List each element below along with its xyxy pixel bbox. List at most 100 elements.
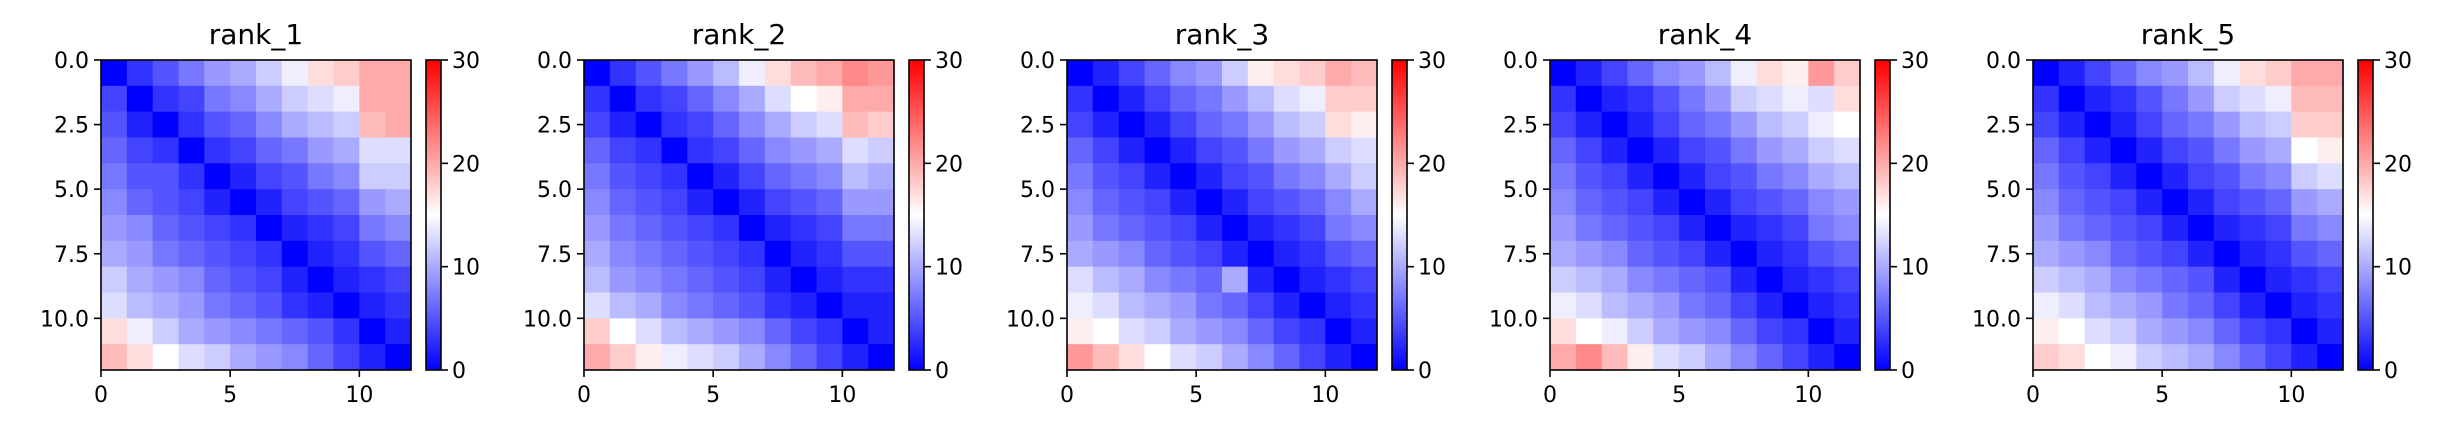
heatmap-cell xyxy=(1575,137,1603,164)
heatmap-cell xyxy=(790,344,818,371)
heatmap-cell xyxy=(2213,266,2241,294)
heatmap-cell xyxy=(713,215,740,242)
heatmap-cell xyxy=(152,111,180,139)
heatmap-cell xyxy=(842,215,869,242)
heatmap-cell xyxy=(178,240,205,268)
heatmap-cell xyxy=(1067,318,1094,345)
heatmap-cell xyxy=(2162,85,2189,113)
heatmap-cell xyxy=(1273,137,1301,164)
x-tick-label: 0 xyxy=(2026,383,2040,408)
heatmap-cell xyxy=(359,163,386,190)
heatmap-cell xyxy=(868,163,895,190)
x-tick-label: 0 xyxy=(1060,383,1074,408)
heatmap-cell xyxy=(1679,215,1706,242)
heatmap-cell xyxy=(307,60,335,87)
heatmap-cell xyxy=(2084,215,2112,242)
heatmap-cell xyxy=(1601,344,1629,371)
heatmap-cell xyxy=(1834,163,1861,190)
heatmap-cell xyxy=(2291,266,2318,294)
x-tick-label: 0 xyxy=(577,383,591,408)
heatmap-cell xyxy=(2213,344,2241,371)
heatmap-cell xyxy=(230,318,257,345)
heatmap-cell xyxy=(2291,240,2318,268)
colorbar: 0 10 20 30 xyxy=(2357,49,2412,384)
heatmap-cell xyxy=(713,163,740,190)
heatmap-cell xyxy=(1730,266,1758,294)
heatmap-cell xyxy=(1808,240,1835,268)
plot-frame xyxy=(583,59,895,371)
heatmap-cell xyxy=(281,137,309,164)
y-tick-label: 5.0 xyxy=(1986,178,2021,203)
heatmap-cell xyxy=(204,111,231,139)
heatmap-cell xyxy=(1067,60,1094,87)
heatmap-cell xyxy=(687,60,714,87)
y-tick-label: 2.5 xyxy=(1020,114,1055,139)
heatmap-cell xyxy=(1627,266,1654,294)
heatmap-cell xyxy=(1730,344,1758,371)
heatmap-cell xyxy=(816,215,843,242)
heatmap-cell xyxy=(204,292,231,319)
heatmap-cell xyxy=(1144,85,1171,113)
heatmap-cell xyxy=(1273,240,1301,268)
heatmap-cell xyxy=(584,215,611,242)
heatmap-cell xyxy=(635,85,663,113)
heatmap-cell xyxy=(1325,215,1352,242)
heatmap-cell xyxy=(178,292,205,319)
heatmap-cell xyxy=(868,292,895,319)
plot-frame xyxy=(2032,59,2344,371)
heatmap-cell xyxy=(1730,163,1758,190)
heatmap-panel-2: rank_2 0 5 10 0.0 2.5 5.0 7.5 10.0 0 10 20 30 xyxy=(523,18,963,408)
heatmap-cell xyxy=(1092,189,1120,216)
y-tick-label: 5.0 xyxy=(54,178,89,203)
heatmap-cell xyxy=(2188,189,2215,216)
heatmap-cell xyxy=(204,137,231,164)
heatmap-cell xyxy=(2317,292,2344,319)
colorbar-tick-label: 0 xyxy=(2384,359,2398,384)
heatmap-cell xyxy=(1273,111,1301,139)
y-tick-label: 0.0 xyxy=(1020,49,1055,74)
heatmap-cell xyxy=(2162,344,2189,371)
heatmap-cell xyxy=(739,163,766,190)
heatmap-cell xyxy=(1067,85,1094,113)
heatmap-cell xyxy=(1273,266,1301,294)
heatmap-cell xyxy=(1247,60,1275,87)
heatmap-cell xyxy=(1092,215,1120,242)
heatmap-cell xyxy=(1550,137,1577,164)
x-tick-label: 5 xyxy=(223,383,237,408)
heatmap-cell xyxy=(1653,85,1680,113)
heatmap-cell xyxy=(584,240,611,268)
heatmap-cell xyxy=(816,240,843,268)
heatmap-cell xyxy=(790,111,818,139)
heatmap-cell xyxy=(1222,111,1249,139)
heatmap-cell xyxy=(1351,292,1378,319)
heatmap-cell xyxy=(1679,137,1706,164)
heatmap-cell xyxy=(230,85,257,113)
heatmap-cell xyxy=(713,60,740,87)
heatmap-cell xyxy=(2136,189,2163,216)
colorbar: 0 10 20 30 xyxy=(1391,49,1446,384)
heatmap-cell xyxy=(2162,292,2189,319)
heatmap-cell xyxy=(1627,60,1654,87)
heatmap-cell xyxy=(2317,318,2344,345)
heatmap-cell xyxy=(2188,137,2215,164)
heatmap-cell xyxy=(1601,215,1629,242)
heatmap-cell xyxy=(609,189,637,216)
heatmap-cell xyxy=(584,344,611,371)
heatmap-cell xyxy=(178,215,205,242)
heatmap-cell xyxy=(1247,215,1275,242)
heatmap-cell xyxy=(816,318,843,345)
heatmap-cell xyxy=(1067,292,1094,319)
heatmap-cell xyxy=(1092,111,1120,139)
heatmap-cell xyxy=(1730,189,1758,216)
heatmap-cell xyxy=(1273,344,1301,371)
heatmap-cell xyxy=(2291,215,2318,242)
heatmap-cell xyxy=(1627,318,1654,345)
heatmap-cell xyxy=(2084,163,2112,190)
heatmap-cell xyxy=(816,163,843,190)
heatmap-cell xyxy=(713,137,740,164)
heatmap-cell xyxy=(868,189,895,216)
heatmap-cell xyxy=(1679,189,1706,216)
heatmap-cell xyxy=(609,137,637,164)
heatmap-cell xyxy=(2239,163,2267,190)
x-tick-label: 5 xyxy=(1672,383,1686,408)
